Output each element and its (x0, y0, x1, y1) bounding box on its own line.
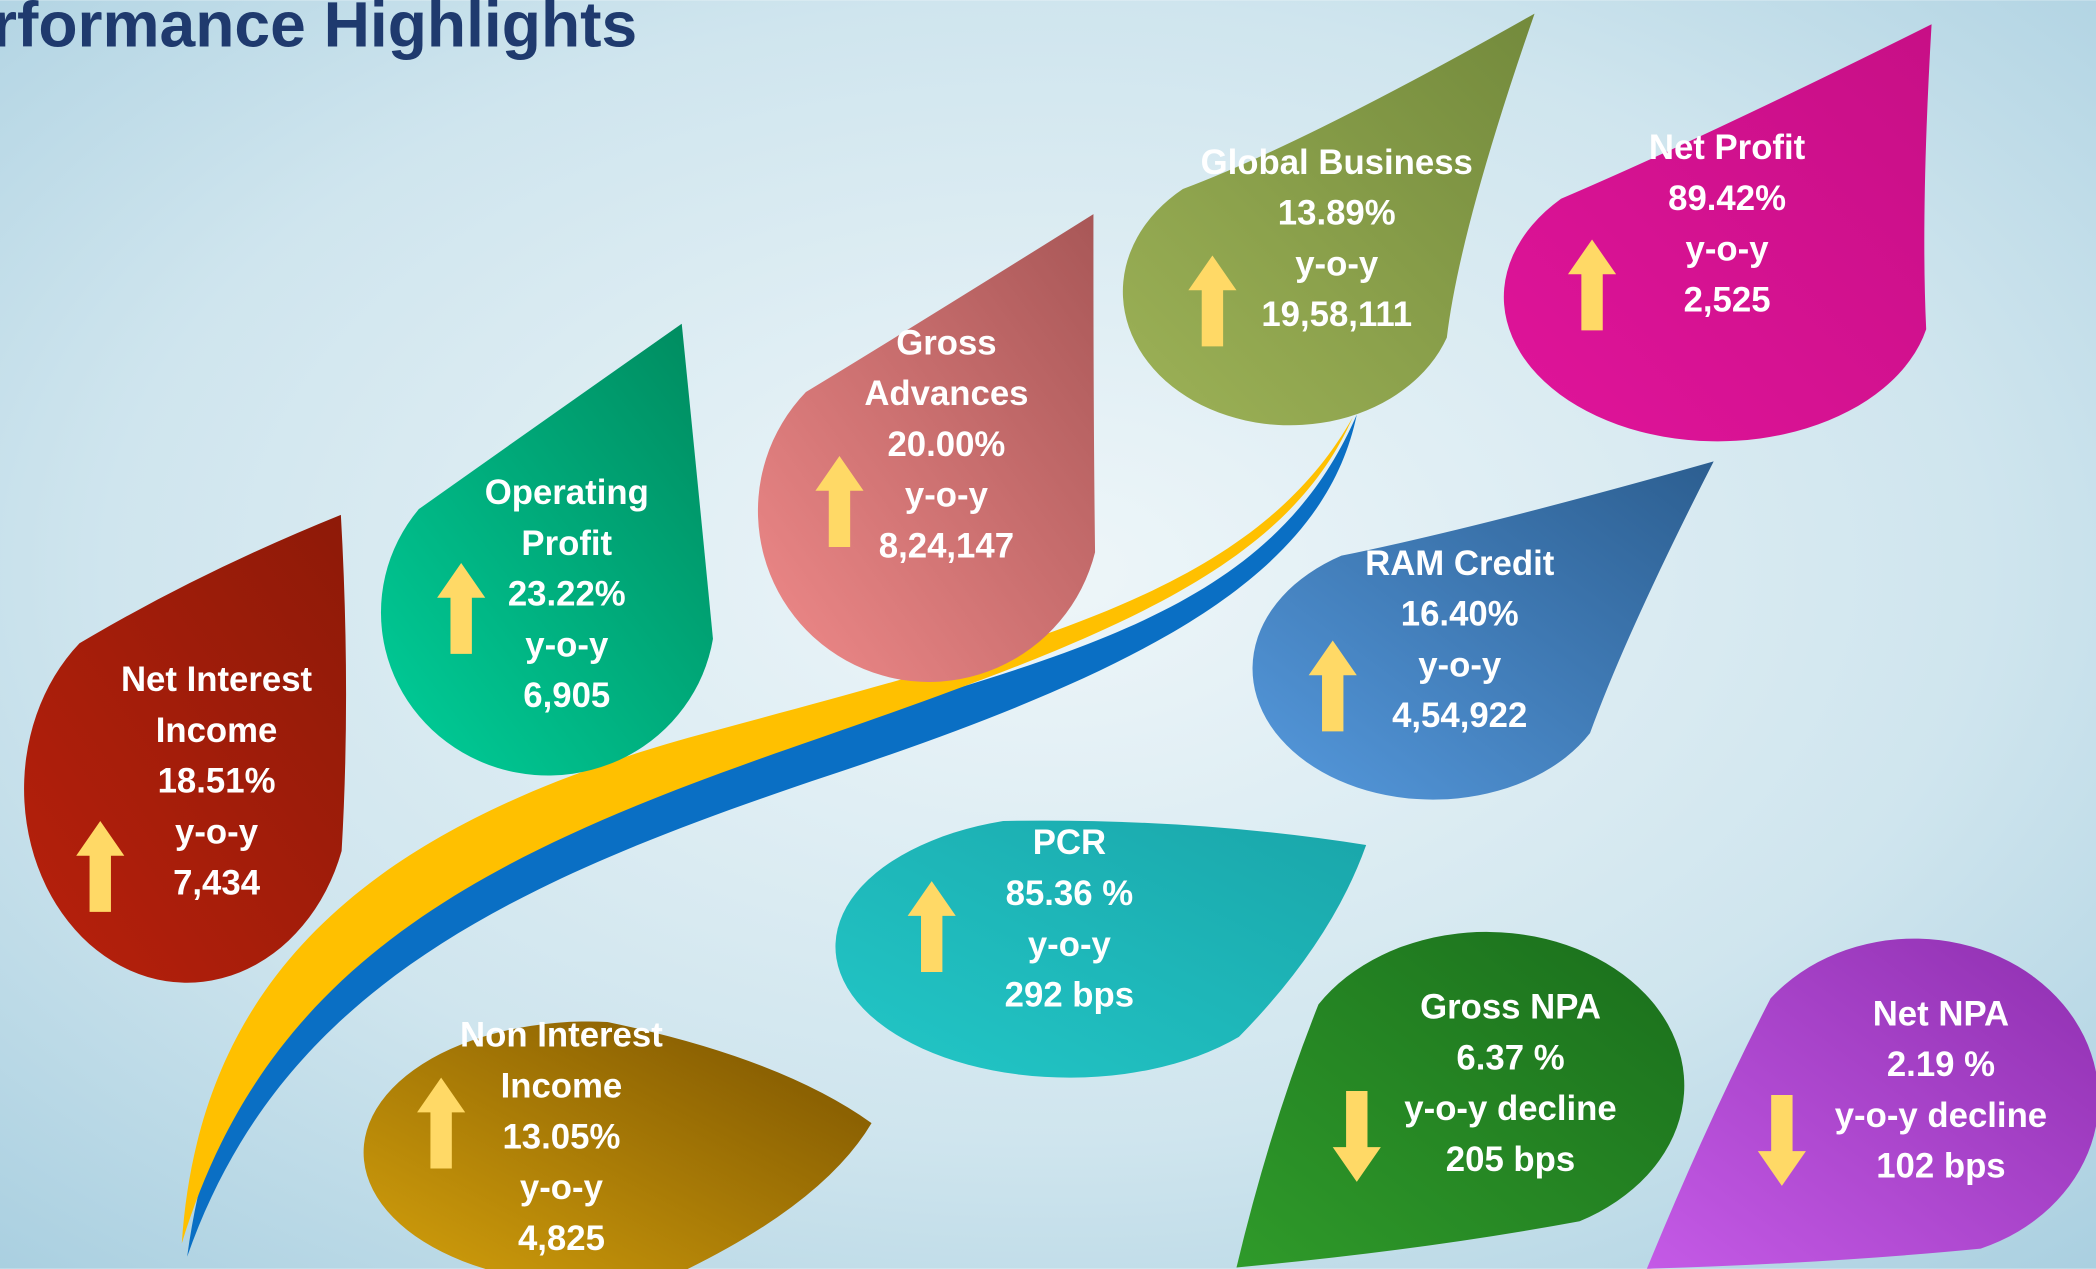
leaf-text: 2,525 (1684, 281, 1771, 319)
leaf-text: Income (156, 712, 278, 750)
leaf-text: 292 bps (1005, 977, 1134, 1015)
leaf-text: 23.22% (508, 576, 626, 614)
leaf-text: Profit (521, 525, 612, 563)
leaf-text: Gross NPA (1420, 989, 1601, 1027)
leaf-text: Income (501, 1067, 623, 1105)
leaf-text: 205 bps (1446, 1141, 1575, 1179)
leaf-text: Operating (485, 474, 649, 512)
leaf-text: 85.36 % (1006, 875, 1134, 913)
leaf-text: 4,825 (518, 1220, 605, 1258)
leaf-text: y-o-y (175, 814, 259, 852)
leaf-text: 2.19 % (1887, 1046, 1995, 1084)
leaf-text: 8,24,147 (879, 527, 1014, 565)
leaf-text: Net Interest (121, 661, 313, 699)
leaf-text: 20.00% (887, 426, 1005, 464)
slide: rformance Highlights Net Interest Income 1… (0, 0, 2096, 1269)
leaf-text: y-o-y (1686, 231, 1770, 269)
leaf-text: y-o-y (1418, 646, 1502, 684)
leaf-text: Advances (864, 375, 1028, 413)
leaf-text: 13.89% (1278, 195, 1396, 233)
page: rformance Highlights Net Interest Income 1… (0, 0, 2096, 1269)
leaf-text: Gross (896, 324, 996, 362)
leaf-text: 89.42% (1668, 180, 1786, 218)
leaf-text: Global Business (1201, 144, 1473, 182)
leaf-text: y-o-y (520, 1169, 604, 1207)
leaf-text: y-o-y decline (1835, 1097, 2047, 1135)
leaf-text: 16.40% (1401, 596, 1519, 634)
leaf-text: 7,434 (173, 864, 261, 902)
leaf-text: Net NPA (1873, 995, 2009, 1033)
leaf-text: y-o-y (1295, 245, 1379, 283)
leaf-text: 4,54,922 (1392, 697, 1527, 735)
title: rformance Highlights (0, 0, 637, 61)
leaf-text: 6,905 (523, 677, 610, 715)
leaf-text: 13.05% (502, 1118, 620, 1156)
leaf-text: PCR (1033, 824, 1106, 862)
leaf-text: Non Interest (460, 1017, 663, 1055)
leaf-text: 18.51% (158, 763, 276, 801)
leaf-text: y-o-y (525, 626, 609, 664)
leaf-text: 19,58,111 (1261, 296, 1412, 334)
leaf-text: y-o-y (1028, 926, 1112, 964)
leaf-text: y-o-y (905, 477, 989, 515)
leaf-text: Net Profit (1649, 129, 1806, 167)
leaf-text: 102 bps (1876, 1148, 2005, 1186)
leaf-text: RAM Credit (1365, 545, 1555, 583)
leaf-text: 6.37 % (1456, 1039, 1564, 1077)
leaf-text: y-o-y decline (1404, 1090, 1616, 1128)
